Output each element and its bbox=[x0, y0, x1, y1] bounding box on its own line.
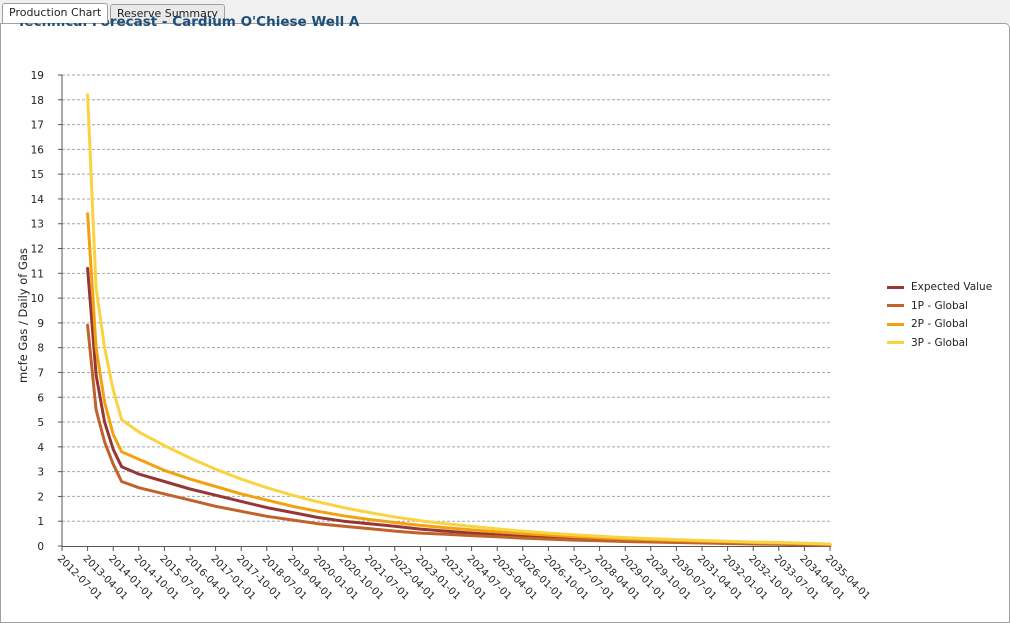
y-tick-label: 6 bbox=[37, 392, 44, 404]
tab-production-chart[interactable]: Production Chart bbox=[2, 3, 109, 23]
y-axis-title: mcfe Gas / Daily of Gas bbox=[16, 248, 30, 383]
tab-bar: Production Chart Reserve Summary bbox=[0, 0, 1010, 24]
legend-label: 1P - Global bbox=[911, 299, 968, 312]
legend-label: 3P - Global bbox=[911, 336, 968, 349]
legend-item: 3P - Global bbox=[887, 334, 992, 353]
series-line-3p-global bbox=[86, 93, 832, 546]
y-tick-label: 0 bbox=[37, 541, 44, 553]
y-tick-label: 8 bbox=[37, 343, 44, 355]
legend-label: Expected Value bbox=[911, 281, 993, 294]
y-tick-label: 1 bbox=[37, 516, 44, 528]
series-line-2p-global bbox=[86, 212, 832, 546]
y-tick-label: 19 bbox=[31, 70, 44, 82]
chart-legend: Expected Value 1P - Global 2P - Global 3P -… bbox=[887, 278, 992, 352]
y-tick-label: 13 bbox=[31, 219, 44, 231]
y-tick-label: 18 bbox=[31, 95, 44, 107]
legend-swatch bbox=[887, 285, 904, 289]
y-tick-label: 10 bbox=[31, 293, 44, 305]
y-tick-label: 17 bbox=[31, 120, 44, 132]
y-tick-label: 12 bbox=[31, 244, 44, 256]
y-tick-label: 9 bbox=[37, 318, 44, 330]
legend-swatch bbox=[887, 322, 904, 326]
legend-swatch bbox=[887, 341, 904, 345]
y-tick-label: 4 bbox=[37, 442, 44, 454]
y-tick-label: 2 bbox=[37, 491, 44, 503]
y-tick-label: 7 bbox=[37, 367, 44, 379]
legend-item: 2P - Global bbox=[887, 315, 992, 334]
tab-reserve-summary[interactable]: Reserve Summary bbox=[110, 4, 225, 23]
legend-item: 1P - Global bbox=[887, 297, 992, 316]
y-tick-label: 14 bbox=[31, 194, 45, 206]
legend-item: Expected Value bbox=[887, 278, 992, 297]
y-tick-label: 16 bbox=[31, 144, 45, 156]
series-line-1p-global bbox=[86, 323, 832, 547]
y-tick-label: 15 bbox=[31, 169, 44, 181]
y-tick-label: 3 bbox=[37, 467, 44, 479]
y-tick-label: 11 bbox=[31, 268, 44, 280]
legend-swatch bbox=[887, 304, 904, 308]
legend-label: 2P - Global bbox=[911, 318, 968, 331]
y-tick-label: 5 bbox=[37, 417, 44, 429]
